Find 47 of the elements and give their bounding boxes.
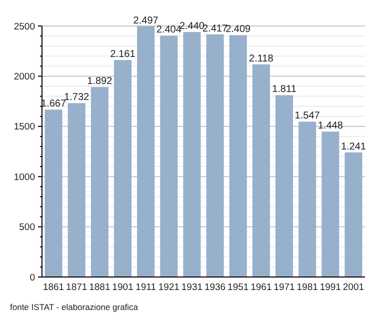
bar — [275, 95, 294, 277]
y-tick-label: 500 — [19, 222, 35, 234]
data-label: 2.118 — [249, 53, 274, 64]
x-tick-label: 2001 — [342, 282, 364, 293]
bar — [160, 36, 178, 277]
y-tick-label: 1500 — [14, 122, 35, 133]
x-tick-label: 1871 — [66, 282, 88, 293]
bar — [114, 60, 132, 277]
x-tick-label: 1921 — [158, 282, 180, 293]
bar — [183, 32, 201, 277]
x-tick-label: 1931 — [181, 282, 203, 293]
x-tick-label: 1961 — [250, 282, 272, 293]
x-tick-label: 1981 — [296, 282, 318, 293]
x-tick-label: 1936 — [204, 282, 226, 293]
data-label: 2.409 — [226, 24, 252, 36]
bar — [137, 26, 155, 277]
bar — [322, 132, 340, 277]
x-tick-label: 1911 — [136, 282, 156, 293]
data-label: 2.161 — [110, 49, 136, 60]
bar — [229, 35, 247, 277]
data-label: 1.811 — [272, 84, 297, 96]
bar — [252, 64, 270, 277]
data-label: 1.448 — [318, 120, 344, 132]
y-tick-label: 1000 — [14, 172, 35, 183]
x-tick-label: 1971 — [274, 282, 295, 293]
bar — [68, 103, 86, 277]
bar — [344, 152, 362, 277]
data-label: 1.241 — [340, 141, 366, 152]
y-tick-label: 0 — [30, 272, 35, 284]
x-tick-label: 1881 — [89, 282, 110, 293]
data-label: 2.404 — [156, 24, 182, 36]
data-label: 2.497 — [133, 15, 159, 26]
bar — [44, 110, 62, 277]
x-tick-label: 1951 — [228, 282, 249, 293]
data-label: 1.892 — [87, 76, 113, 88]
x-tick-label: 1861 — [42, 282, 64, 293]
data-label: 1.667 — [41, 98, 66, 110]
x-tick-label: 1901 — [112, 282, 134, 293]
x-tick-label: 1991 — [320, 282, 341, 293]
bar — [90, 87, 108, 277]
data-label: 1.547 — [294, 110, 320, 122]
source-note: fonte ISTAT - elaborazione grafica — [10, 302, 138, 312]
data-label: 1.732 — [64, 92, 90, 104]
y-tick-label: 2500 — [14, 21, 35, 32]
bar — [206, 34, 224, 277]
bar — [298, 122, 316, 277]
y-tick-label: 2000 — [14, 72, 35, 83]
